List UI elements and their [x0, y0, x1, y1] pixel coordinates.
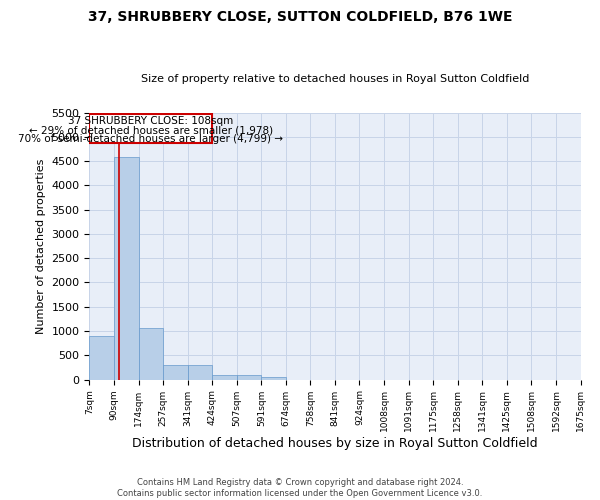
Y-axis label: Number of detached properties: Number of detached properties	[36, 158, 46, 334]
Text: ← 29% of detached houses are smaller (1,978): ← 29% of detached houses are smaller (1,…	[29, 126, 273, 136]
Bar	[163, 365, 188, 380]
Bar	[188, 365, 212, 380]
Bar	[89, 336, 114, 380]
Text: 37 SHRUBBERY CLOSE: 108sqm: 37 SHRUBBERY CLOSE: 108sqm	[68, 116, 233, 126]
X-axis label: Distribution of detached houses by size in Royal Sutton Coldfield: Distribution of detached houses by size …	[132, 437, 538, 450]
Bar	[236, 375, 262, 380]
Bar	[212, 375, 236, 380]
Bar	[262, 377, 286, 380]
Bar	[114, 157, 139, 380]
Title: Size of property relative to detached houses in Royal Sutton Coldfield: Size of property relative to detached ho…	[141, 74, 529, 84]
FancyBboxPatch shape	[89, 114, 212, 143]
Text: Contains HM Land Registry data © Crown copyright and database right 2024.
Contai: Contains HM Land Registry data © Crown c…	[118, 478, 482, 498]
Bar	[139, 328, 163, 380]
Text: 37, SHRUBBERY CLOSE, SUTTON COLDFIELD, B76 1WE: 37, SHRUBBERY CLOSE, SUTTON COLDFIELD, B…	[88, 10, 512, 24]
Text: 70% of semi-detached houses are larger (4,799) →: 70% of semi-detached houses are larger (…	[18, 134, 283, 144]
